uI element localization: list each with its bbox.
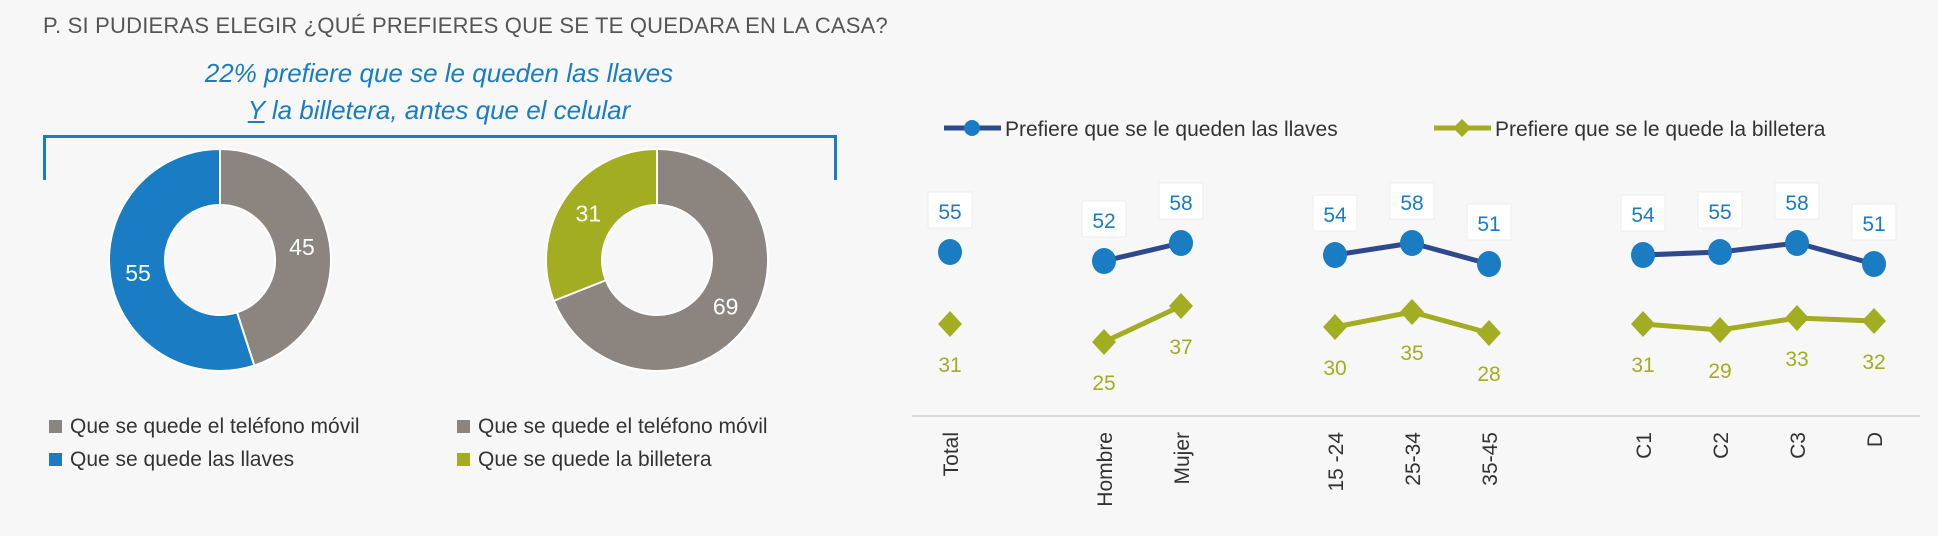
legend-swatch: [457, 420, 470, 433]
legend-swatch: [457, 453, 470, 466]
legend-label: Que se quede las llaves: [70, 447, 295, 471]
series2-data-label: 35: [1400, 342, 1423, 365]
data-label-box: [1389, 182, 1435, 220]
data-label-box: [1697, 191, 1743, 229]
series2-point: [1785, 305, 1809, 331]
legend-label: Que se quede el teléfono móvil: [70, 414, 360, 438]
series1-point: [938, 239, 962, 265]
x-tick-label: C3: [1787, 432, 1810, 459]
donut1-data-label: 45: [289, 234, 315, 260]
donut1-slice: [219, 147, 332, 367]
legend-circle-marker: [964, 120, 980, 136]
donut2-legend: Que se quede el teléfono móvil Que se qu…: [457, 410, 768, 476]
series1-data-label: 58: [1785, 192, 1808, 215]
series2-point: [1323, 314, 1347, 340]
series1-point: [1169, 230, 1193, 256]
series1-data-label: 58: [1400, 192, 1423, 215]
donut1-slice: [108, 147, 256, 372]
series2-point: [1862, 308, 1886, 334]
series2-point: [1477, 320, 1501, 346]
series2-data-label: 31: [938, 354, 961, 377]
bracket: [43, 135, 837, 180]
annotation-line-2: Y la billetera, antes que el celular: [43, 95, 835, 126]
legend-item: Que se quede el teléfono móvil: [49, 410, 360, 443]
series1-data-label: 55: [1708, 201, 1731, 224]
series1-point: [1477, 251, 1501, 277]
x-tick-label: Mujer: [1171, 432, 1194, 485]
series1-point: [1708, 239, 1732, 265]
annotation-line-1: 22% prefiere que se le queden las llaves: [204, 58, 674, 88]
donut1-legend: Que se quede el teléfono móvil Que se qu…: [49, 410, 360, 476]
series1-data-label: 52: [1092, 210, 1115, 233]
series1-data-label: 54: [1631, 204, 1655, 227]
x-tick-label: D: [1864, 432, 1887, 447]
series1-point: [1323, 242, 1347, 268]
series2-data-label: 33: [1785, 348, 1808, 371]
series2-line: [1102, 303, 1183, 345]
series2-data-label: 29: [1708, 360, 1731, 383]
series1-data-label: 54: [1323, 204, 1347, 227]
series2-data-label: 30: [1323, 357, 1346, 380]
data-label-box: [1620, 194, 1666, 232]
series1-line: [1103, 240, 1182, 264]
data-label-box: [1158, 182, 1204, 220]
series2-data-label: 31: [1631, 354, 1654, 377]
donut2-data-label: 31: [576, 200, 602, 226]
annotation-underlined: Y: [247, 95, 265, 125]
x-tick-label: 25-34: [1402, 432, 1425, 486]
x-tick-label: Total: [940, 432, 963, 476]
series1-point: [1631, 242, 1655, 268]
series1-data-label: 58: [1169, 192, 1192, 215]
donut2-slice: [552, 147, 769, 372]
series1-data-label: 55: [938, 201, 961, 224]
legend-item: Que se quede el teléfono móvil: [457, 410, 768, 443]
legend-label: Prefiere que se le queden las llaves: [1005, 118, 1338, 141]
series1-point: [1862, 251, 1886, 277]
series1-data-label: 51: [1862, 213, 1885, 236]
page-title: P. SI PUDIERAS ELEGIR ¿QUÉ PREFIERES QUE…: [43, 13, 888, 38]
series2-point: [1400, 299, 1424, 325]
donut1-data-label: 55: [125, 260, 151, 286]
series2-point: [938, 311, 962, 337]
data-label-box: [1774, 182, 1820, 220]
legend-swatch: [49, 453, 62, 466]
legend-diamond-marker: [1453, 119, 1471, 137]
data-label-box: [1081, 200, 1127, 238]
data-label-box: [1851, 203, 1897, 241]
legend-item: Que se quede las llaves: [49, 443, 360, 476]
series1-data-label: 51: [1477, 213, 1500, 236]
data-label-box: [1312, 194, 1358, 232]
x-tick-label: 35-45: [1479, 432, 1502, 486]
x-tick-label: Hombre: [1094, 432, 1117, 507]
series1-point: [1785, 230, 1809, 256]
series2-point: [1708, 317, 1732, 343]
series1-line: [1642, 240, 1875, 267]
legend-swatch: [49, 420, 62, 433]
x-tick-label: 15 -24: [1325, 432, 1348, 492]
series2-point: [1631, 311, 1655, 337]
series2-point: [1092, 329, 1116, 355]
series2-point: [1169, 293, 1193, 319]
data-label-box: [927, 191, 973, 229]
data-label-box: [1466, 203, 1512, 241]
legend-label: Prefiere que se le quede la billetera: [1495, 118, 1826, 141]
legend-label: Que se quede la billetera: [478, 447, 712, 471]
annotation-rest: la billetera, antes que el celular: [264, 95, 631, 125]
series2-data-label: 37: [1169, 336, 1192, 359]
legend-item: Que se quede la billetera: [457, 443, 768, 476]
x-tick-label: C1: [1633, 432, 1656, 459]
donut2-slice: [545, 147, 658, 303]
series2-data-label: 25: [1092, 372, 1115, 395]
legend-label: Que se quede el teléfono móvil: [478, 414, 768, 438]
series1-point: [1400, 230, 1424, 256]
donut2-data-label: 69: [713, 294, 739, 320]
x-tick-label: C2: [1710, 432, 1733, 459]
series2-line: [1642, 315, 1875, 333]
series2-data-label: 32: [1862, 351, 1885, 374]
series1-point: [1092, 248, 1116, 274]
series2-data-label: 28: [1477, 363, 1500, 386]
